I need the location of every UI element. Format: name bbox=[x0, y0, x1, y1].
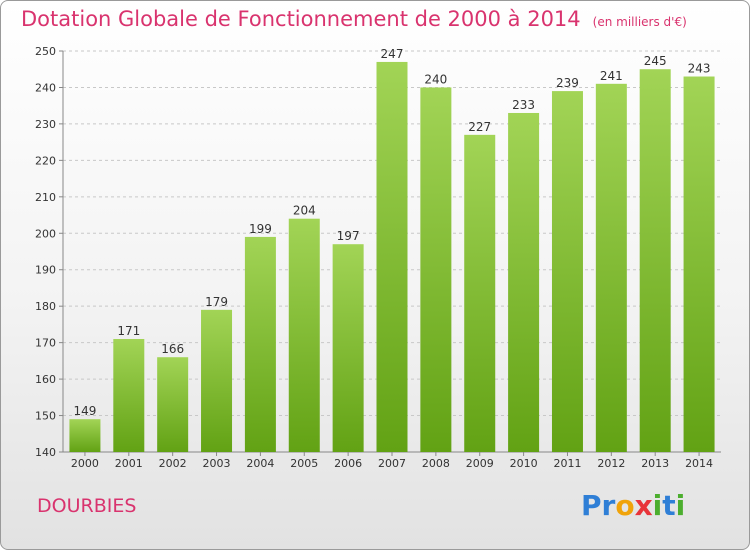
data-label: 233 bbox=[512, 98, 535, 112]
bar bbox=[288, 218, 320, 452]
x-tick-label: 2005 bbox=[290, 457, 318, 470]
y-tick-label: 160 bbox=[35, 373, 56, 386]
bar bbox=[508, 112, 540, 453]
chart-subtitle: (en milliers d'€) bbox=[592, 15, 687, 29]
y-tick-label: 220 bbox=[35, 154, 56, 167]
bar bbox=[201, 309, 233, 452]
logo-letter: o bbox=[615, 489, 635, 522]
x-tick-label: 2011 bbox=[553, 457, 581, 470]
logo-letter: P bbox=[581, 489, 602, 522]
bar bbox=[244, 236, 276, 452]
data-label: 243 bbox=[688, 62, 711, 76]
commune-name: DOURBIES bbox=[37, 495, 137, 517]
data-label: 240 bbox=[424, 72, 447, 86]
data-label: 197 bbox=[337, 229, 360, 243]
bar bbox=[683, 76, 715, 452]
data-label: 199 bbox=[249, 222, 272, 236]
x-tick-label: 2014 bbox=[685, 457, 713, 470]
x-tick-label: 2012 bbox=[597, 457, 625, 470]
x-tick-label: 2006 bbox=[334, 457, 362, 470]
y-tick-label: 210 bbox=[35, 191, 56, 204]
bar bbox=[376, 61, 408, 452]
chart-title: Dotation Globale de Fonctionnement de 20… bbox=[21, 7, 687, 31]
x-tick-label: 2013 bbox=[641, 457, 669, 470]
data-label: 227 bbox=[468, 120, 491, 134]
logo-letter: i bbox=[675, 489, 686, 522]
logo-letter: r bbox=[601, 489, 616, 522]
data-label: 204 bbox=[293, 204, 316, 218]
proxiti-logo: Proxiti bbox=[581, 489, 685, 522]
bar bbox=[464, 134, 496, 452]
y-tick-label: 170 bbox=[35, 337, 56, 350]
bar bbox=[595, 83, 627, 453]
data-label: 241 bbox=[600, 69, 623, 83]
x-tick-label: 2009 bbox=[466, 457, 494, 470]
y-tick-label: 240 bbox=[35, 81, 56, 94]
y-tick-label: 140 bbox=[35, 446, 56, 459]
y-tick-label: 150 bbox=[35, 410, 56, 423]
bar bbox=[157, 357, 189, 452]
bar bbox=[113, 338, 145, 452]
bar bbox=[69, 419, 101, 452]
y-tick-label: 200 bbox=[35, 227, 56, 240]
data-label: 171 bbox=[117, 324, 140, 338]
x-tick-label: 2003 bbox=[203, 457, 231, 470]
bar bbox=[420, 87, 452, 453]
title-text: Dotation Globale de Fonctionnement de 20… bbox=[21, 7, 581, 31]
bar bbox=[639, 69, 671, 453]
data-label: 166 bbox=[161, 342, 184, 356]
y-tick-label: 230 bbox=[35, 118, 56, 131]
logo-letter: t bbox=[662, 489, 676, 522]
y-tick-label: 190 bbox=[35, 264, 56, 277]
x-tick-label: 2010 bbox=[510, 457, 538, 470]
x-tick-label: 2008 bbox=[422, 457, 450, 470]
data-label: 245 bbox=[644, 54, 667, 68]
bar bbox=[332, 244, 364, 452]
x-tick-label: 2002 bbox=[159, 457, 187, 470]
y-tick-label: 250 bbox=[35, 45, 56, 58]
x-tick-label: 2001 bbox=[115, 457, 143, 470]
data-label: 149 bbox=[73, 404, 96, 418]
data-label: 179 bbox=[205, 295, 228, 309]
data-label: 247 bbox=[381, 47, 404, 61]
bar bbox=[551, 91, 583, 452]
y-tick-label: 180 bbox=[35, 300, 56, 313]
x-tick-label: 2000 bbox=[71, 457, 99, 470]
x-tick-label: 2007 bbox=[378, 457, 406, 470]
data-label: 239 bbox=[556, 76, 579, 90]
logo-letter: x bbox=[634, 489, 653, 522]
logo-letter: i bbox=[652, 489, 663, 522]
x-tick-label: 2004 bbox=[246, 457, 274, 470]
